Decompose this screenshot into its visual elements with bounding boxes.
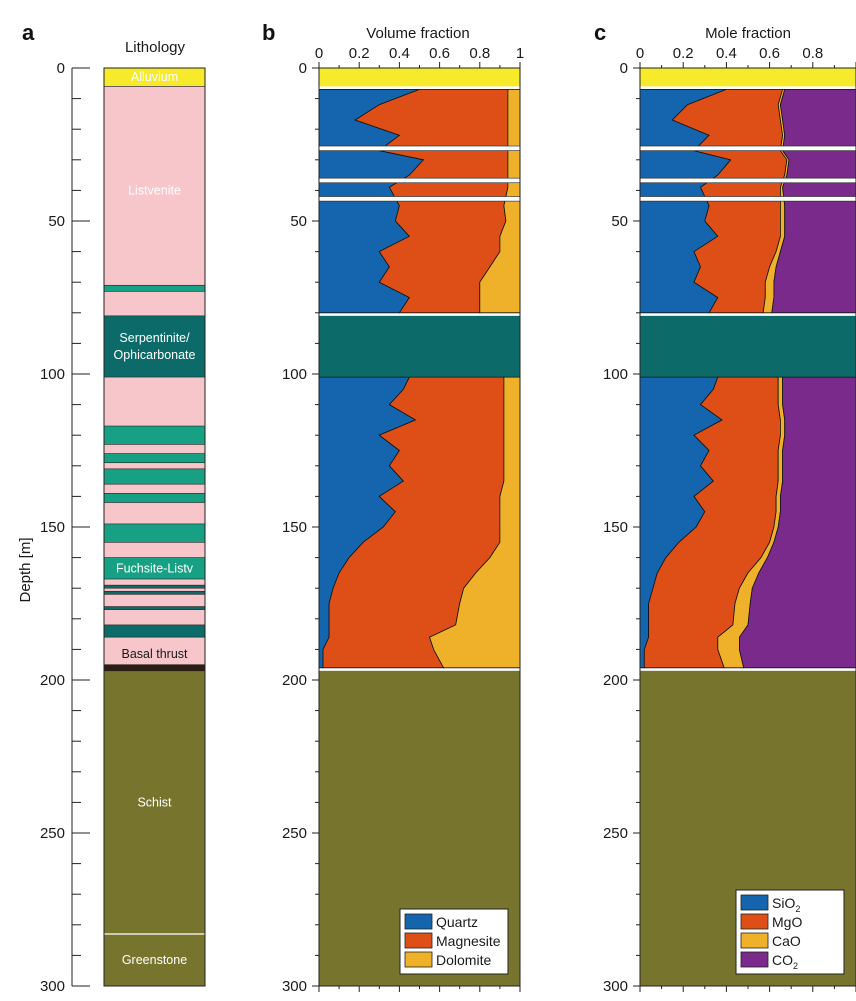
plot-frame xyxy=(639,67,856,987)
lithology-unit-label: Fuchsite-Listv xyxy=(116,561,194,575)
legend-label: Dolomite xyxy=(436,952,491,968)
legend-swatch xyxy=(740,894,769,911)
lithology-title: Lithology xyxy=(125,39,186,56)
fraction-tick-label: 0.8 xyxy=(802,45,823,62)
fraction-tick-label: 0.6 xyxy=(759,45,780,62)
sample-gap xyxy=(639,177,856,184)
lithology-band xyxy=(640,68,856,87)
depth-tick-label: 50 xyxy=(290,213,307,230)
sample-gap xyxy=(639,145,856,151)
fraction-tick-label: 0.2 xyxy=(673,45,694,62)
lithology-unit xyxy=(103,493,206,503)
depth-tick-label: 250 xyxy=(603,825,628,842)
lithology-unit xyxy=(103,284,206,292)
depth-tick-label-a: 250 xyxy=(40,825,65,842)
legend-label: Quartz xyxy=(436,914,478,930)
depth-tick-label-a: 300 xyxy=(40,978,65,995)
legend-swatch xyxy=(404,951,433,968)
mole-fraction-title: Mole fraction xyxy=(705,25,791,42)
sample-gap xyxy=(318,177,521,184)
area-co2 xyxy=(739,376,856,669)
depth-tick-label: 0 xyxy=(620,60,628,77)
depth-tick-label: 300 xyxy=(603,978,628,995)
volume-fraction-title: Volume fraction xyxy=(366,25,469,42)
panel-a-lithology: a Lithology 0 50 100 150 200 250 300 Depth [m]… xyxy=(17,20,206,995)
lithology-unit xyxy=(103,86,206,672)
lithology-unit-label: Alluvium xyxy=(131,70,178,84)
depth-tick-label: 100 xyxy=(603,366,628,383)
legend-label: SiO2 xyxy=(772,895,800,914)
lithology-unit-label: Greenstone xyxy=(122,953,187,967)
lithology-unit-label: Serpentinite/ xyxy=(119,331,190,345)
lithology-unit xyxy=(103,664,206,672)
legend-swatch xyxy=(404,913,433,930)
fraction-tick-label: 1 xyxy=(516,45,524,62)
depth-tick-label: 200 xyxy=(282,672,307,689)
plot-frame xyxy=(318,67,521,987)
sample-gap xyxy=(639,196,856,202)
depth-tick-label: 0 xyxy=(299,60,307,77)
legend-label: CO2 xyxy=(772,952,798,971)
lithology-unit xyxy=(103,315,206,378)
lithology-unit xyxy=(103,468,206,485)
volume-fraction-plot: 0 50 100 150 200 250 300 0 0.2 0.4 0.6 0.8 1 Quartz Ma… xyxy=(282,45,524,995)
lithology-unit xyxy=(103,584,206,589)
lithology-column-frame xyxy=(103,67,206,987)
lithology-unit xyxy=(103,523,206,543)
lithology-unit xyxy=(103,624,206,638)
fraction-tick-label: 0.8 xyxy=(469,45,490,62)
sample-gap xyxy=(318,145,521,151)
fraction-tick-label: 0.4 xyxy=(389,45,410,62)
panel-b-volume-fraction: b Volume fraction 0 50 100 150 200 250 300 0 0.2… xyxy=(262,20,524,995)
panel-letter-b: b xyxy=(262,20,275,45)
depth-tick-label-a: 0 xyxy=(57,60,65,77)
depth-tick-label-a: 100 xyxy=(40,366,65,383)
lithology-unit-label: Basal thrust xyxy=(121,647,188,661)
sample-gap xyxy=(318,196,521,202)
lithology-unit xyxy=(103,590,206,595)
lithology-band xyxy=(319,315,520,378)
lithology-band xyxy=(640,315,856,378)
legend-swatch xyxy=(740,932,769,949)
depth-axis-a: 0 50 100 150 200 250 300 xyxy=(40,60,90,995)
depth-axis-label: Depth [m] xyxy=(17,537,34,602)
legend-swatch xyxy=(404,932,433,949)
depth-tick-label: 100 xyxy=(282,366,307,383)
legend-swatch xyxy=(740,951,769,968)
legend-swatch xyxy=(740,913,769,930)
depth-tick-label-a: 50 xyxy=(48,213,65,230)
lithology-unit-label: Ophicarbonate xyxy=(113,348,195,362)
lithology-unit xyxy=(103,425,206,445)
lithology-column: Alluvium Listvenite Serpentinite/Ophicarbo… xyxy=(103,67,206,987)
lithology-unit-label: Listvenite xyxy=(128,183,181,197)
lithology-band xyxy=(319,68,520,87)
panel-letter-a: a xyxy=(22,20,35,45)
depth-tick-label: 50 xyxy=(611,213,628,230)
lithology-unit xyxy=(103,670,206,935)
panel-letter-c: c xyxy=(594,20,606,45)
depth-tick-label: 250 xyxy=(282,825,307,842)
fraction-tick-label: 0.2 xyxy=(349,45,370,62)
fraction-tick-label: 0.4 xyxy=(716,45,737,62)
depth-tick-label: 300 xyxy=(282,978,307,995)
depth-tick-label: 150 xyxy=(282,519,307,536)
fraction-tick-label: 0 xyxy=(315,45,323,62)
lithology-unit xyxy=(103,933,206,987)
depth-tick-label-a: 150 xyxy=(40,519,65,536)
lithology-unit xyxy=(103,606,206,610)
depth-tick-label: 150 xyxy=(603,519,628,536)
panel-c-mole-fraction: c Mole fraction 0 50 100 150 200 250 300 0 0.2 0.… xyxy=(594,20,856,995)
depth-tick-label: 200 xyxy=(603,672,628,689)
legend-label: MgO xyxy=(772,914,802,930)
lithology-unit-label: Schist xyxy=(137,795,172,809)
legend-label: Magnesite xyxy=(436,933,501,949)
legend-label: CaO xyxy=(772,933,801,949)
depth-tick-label-a: 200 xyxy=(40,672,65,689)
fraction-tick-label: 0.6 xyxy=(429,45,450,62)
lithology-unit xyxy=(103,453,206,464)
fraction-tick-label: 0 xyxy=(636,45,644,62)
